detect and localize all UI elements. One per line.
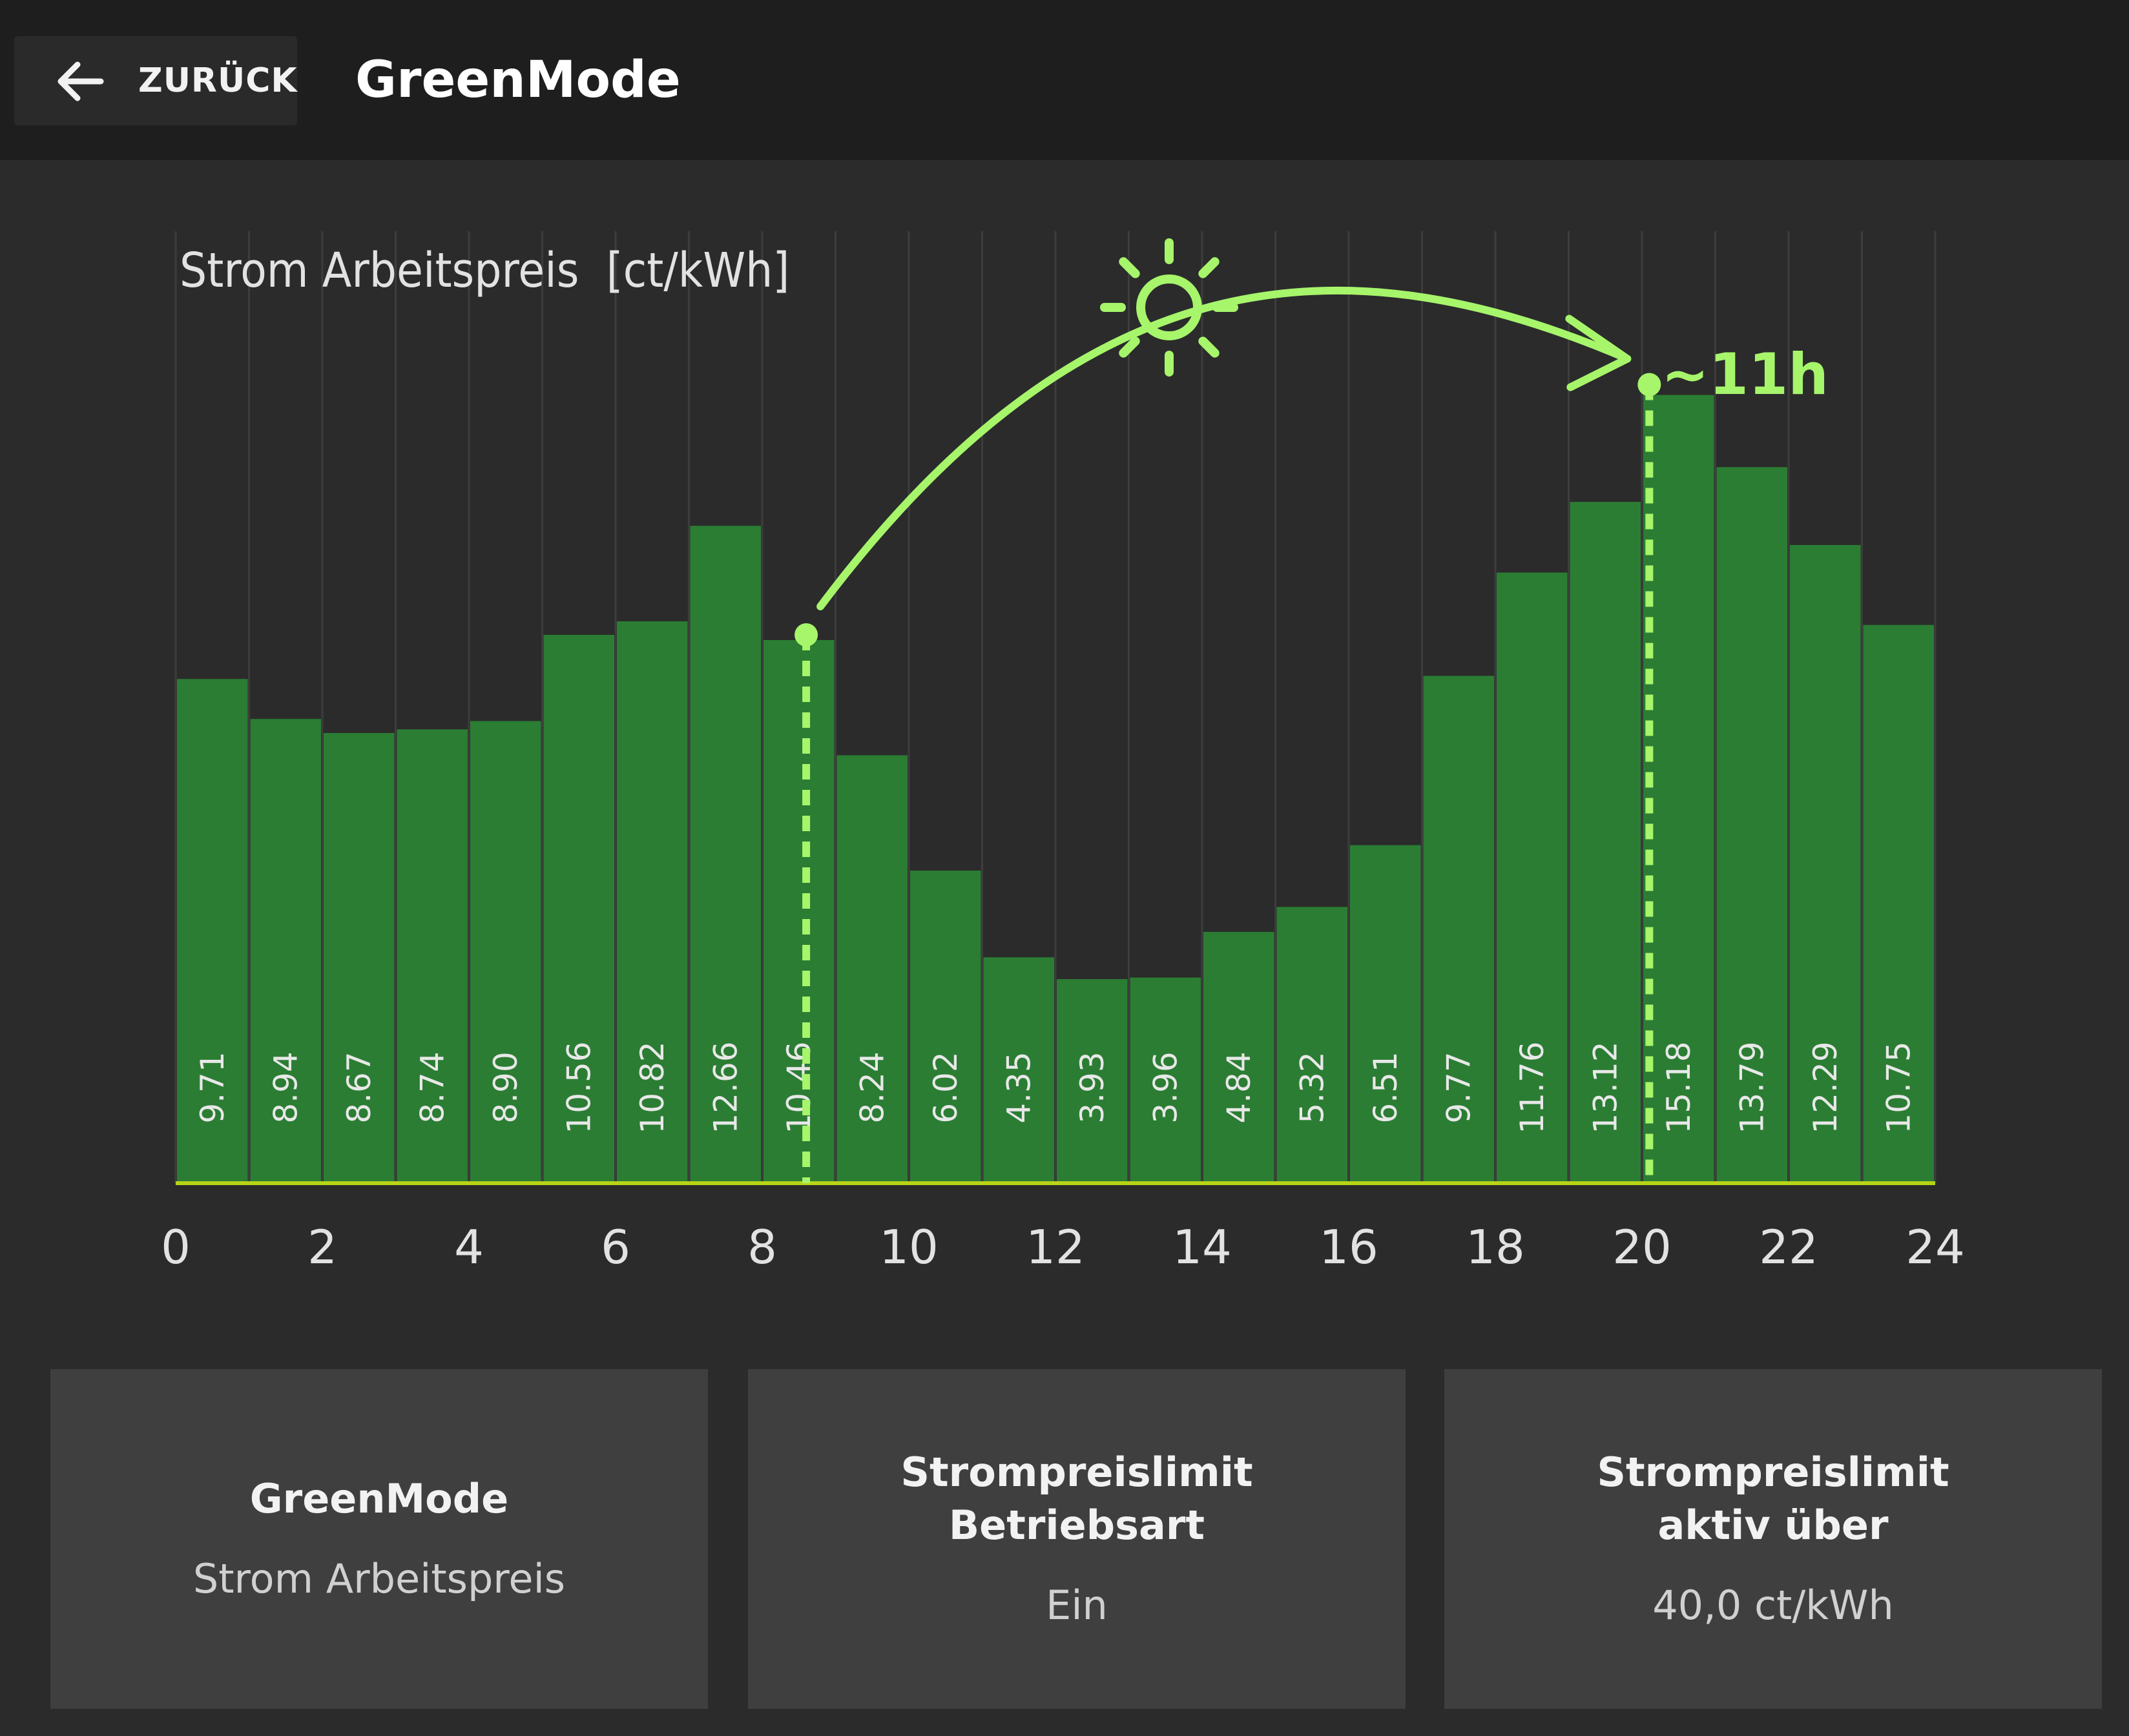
price-bar	[983, 957, 1054, 1183]
greenmode-card[interactable]: GreenMode Strom Arbeitspreis	[50, 1369, 708, 1709]
x-tick-label: 16	[1319, 1220, 1378, 1274]
arrow-left-icon	[57, 61, 104, 101]
bar-value-label: 4.35	[1000, 1051, 1037, 1123]
price-bar	[250, 719, 321, 1183]
price-bar	[1130, 977, 1201, 1183]
bar-value-label: 10.56	[560, 1041, 597, 1133]
bar-value-label: 13.79	[1733, 1041, 1771, 1133]
price-limit-mode-value: Ein	[1046, 1582, 1108, 1629]
price-bar	[910, 870, 981, 1183]
x-tick-label: 20	[1612, 1220, 1672, 1274]
price-limit-threshold-title: Strompreislimit aktiv über	[1597, 1449, 1949, 1549]
x-tick-label: 18	[1466, 1220, 1525, 1274]
chart-grid	[174, 231, 1937, 1183]
bar-value-label: 15.18	[1660, 1041, 1698, 1133]
price-bar	[1497, 572, 1568, 1183]
price-bar	[763, 640, 835, 1183]
price-bar	[1203, 931, 1274, 1183]
bar-value-label: 3.93	[1074, 1051, 1111, 1123]
price-bar	[1350, 845, 1421, 1183]
price-limit-threshold-card[interactable]: Strompreislimit aktiv über 40,0 ct/kWh	[1444, 1369, 2102, 1709]
bar-value-label: 10.82	[634, 1041, 671, 1133]
x-tick-label: 0	[161, 1220, 191, 1274]
bar-value-label: 12.66	[707, 1041, 744, 1133]
x-tick-label: 2	[307, 1220, 337, 1274]
bar-value-label: 8.90	[487, 1051, 524, 1123]
bar-value-label: 4.84	[1220, 1051, 1258, 1123]
price-bar	[617, 621, 688, 1183]
price-bar	[470, 721, 541, 1183]
x-tick-label: 4	[454, 1220, 484, 1274]
bar-value-label: 8.74	[413, 1051, 451, 1123]
price-bar	[397, 729, 468, 1183]
price-bar	[1790, 544, 1861, 1183]
price-bar	[1643, 395, 1714, 1183]
chart-x-ticks: 0 2 4 6 8 10 12 14 16 18 20 22 24	[161, 1220, 1965, 1274]
bar-value-label: 13.12	[1586, 1041, 1624, 1133]
shift-end-dot	[1637, 373, 1661, 397]
bar-value-label: 10.75	[1880, 1041, 1917, 1133]
price-bar	[1863, 625, 1934, 1183]
price-bar	[1423, 676, 1494, 1183]
top-bar: ZURÜCK GreenMode	[0, 0, 2129, 160]
chart-bar-labels: 9.71 8.94 8.67 8.74 8.90 10.56 10.82 12.66 10.46…	[194, 1041, 1918, 1133]
bar-value-label: 8.94	[267, 1051, 304, 1123]
price-bar	[1276, 907, 1347, 1183]
shift-arrow-head	[1565, 315, 1632, 391]
bar-value-label: 10.46	[780, 1041, 818, 1133]
x-tick-label: 12	[1026, 1220, 1085, 1274]
price-chart: 9.71 8.94 8.67 8.74 8.90 10.56 10.82 12.66 10.46…	[161, 231, 1965, 1274]
shift-arrow	[816, 286, 1632, 611]
price-bar	[1057, 979, 1128, 1183]
shift-duration-label: ~11h	[1661, 341, 1829, 408]
price-bar	[543, 634, 614, 1183]
bar-value-label: 6.51	[1367, 1051, 1404, 1123]
bar-value-label: 9.77	[1440, 1051, 1477, 1123]
x-tick-label: 6	[601, 1220, 630, 1274]
price-limit-threshold-value: 40,0 ct/kWh	[1652, 1582, 1894, 1629]
back-button[interactable]: ZURÜCK	[14, 36, 297, 125]
bar-value-label: 3.96	[1147, 1051, 1184, 1123]
greenmode-card-title: GreenMode	[249, 1475, 509, 1522]
bar-value-label: 11.76	[1513, 1041, 1551, 1133]
price-bar	[690, 526, 761, 1183]
x-tick-label: 14	[1172, 1220, 1232, 1274]
page-title: GreenMode	[355, 51, 681, 109]
x-tick-label: 8	[747, 1220, 777, 1274]
price-limit-mode-card[interactable]: Strompreislimit Betriebsart Ein	[748, 1369, 1406, 1709]
price-bar	[1716, 467, 1787, 1184]
bar-value-label: 5.32	[1293, 1051, 1331, 1123]
x-tick-label: 24	[1906, 1220, 1965, 1274]
chart-title: Strom Arbeitspreis [ct/kWh]	[180, 243, 789, 298]
bar-value-label: 9.71	[194, 1051, 231, 1123]
price-bar	[177, 679, 248, 1183]
price-limit-mode-title: Strompreislimit Betriebsart	[900, 1449, 1253, 1549]
bar-value-label: 8.24	[853, 1051, 891, 1123]
sun-icon	[1100, 238, 1238, 377]
price-bar	[324, 732, 395, 1183]
bar-value-label: 6.02	[927, 1051, 964, 1123]
x-tick-label: 10	[879, 1220, 939, 1274]
back-button-label: ZURÜCK	[138, 61, 298, 100]
price-chart-area: 9.71 8.94 8.67 8.74 8.90 10.56 10.82 12.66 10.46…	[0, 160, 2129, 1329]
bar-value-label: 12.29	[1807, 1041, 1844, 1133]
price-bar	[836, 755, 908, 1183]
shift-start-dot	[794, 623, 818, 647]
price-bar	[1570, 502, 1641, 1183]
greenmode-card-value: Strom Arbeitspreis	[192, 1555, 566, 1602]
x-tick-label: 22	[1759, 1220, 1818, 1274]
bar-value-label: 8.67	[340, 1051, 378, 1123]
chart-bars	[177, 395, 1934, 1184]
